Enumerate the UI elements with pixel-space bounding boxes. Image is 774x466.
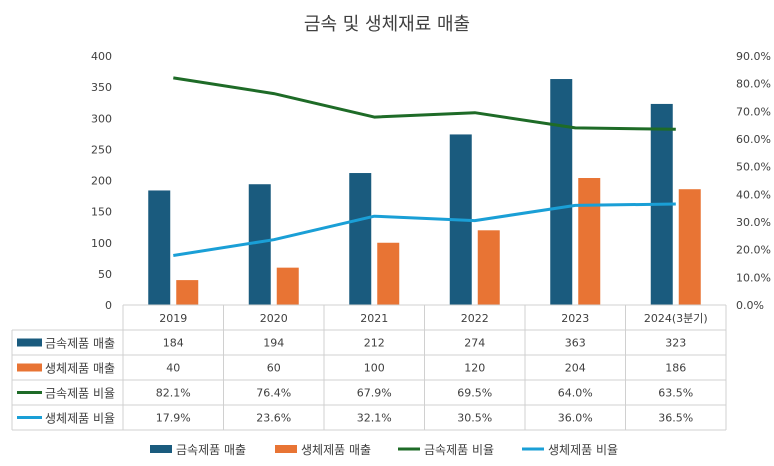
y-right-tick-label: 80.0% bbox=[736, 78, 771, 91]
table-cell: 194 bbox=[263, 337, 284, 350]
table-cell: 60 bbox=[267, 362, 281, 375]
metal-sales-bar bbox=[148, 190, 171, 305]
x-tick-label: 2022 bbox=[461, 312, 489, 325]
bio-sales-bar bbox=[377, 242, 400, 305]
y-right-tick-label: 30.0% bbox=[736, 216, 771, 229]
bio-sales-bar bbox=[477, 230, 500, 305]
y-right-tick-label: 50.0% bbox=[736, 161, 771, 174]
table-cell: 17.9% bbox=[156, 412, 191, 425]
legend-swatch bbox=[275, 445, 297, 453]
y-left-tick-label: 100 bbox=[91, 237, 112, 250]
x-tick-label: 2024(3분기) bbox=[644, 312, 708, 325]
table-cell: 76.4% bbox=[256, 387, 291, 400]
table-cell: 67.9% bbox=[357, 387, 392, 400]
y-right-tick-label: 70.0% bbox=[736, 105, 771, 118]
legend-label: 금속제품 비율 bbox=[424, 443, 494, 457]
legend-label: 금속제품 매출 bbox=[176, 443, 246, 457]
x-tick-label: 2023 bbox=[561, 312, 589, 325]
table-cell: 23.6% bbox=[256, 412, 291, 425]
bio-ratio-line bbox=[173, 202, 676, 257]
y-right-tick-label: 40.0% bbox=[736, 188, 771, 201]
x-tick-label: 2021 bbox=[360, 312, 388, 325]
table-cell: 69.5% bbox=[457, 387, 492, 400]
table-cell: 100 bbox=[364, 362, 385, 375]
y-left-tick-label: 350 bbox=[91, 81, 112, 94]
table-cell: 186 bbox=[665, 362, 686, 375]
y-left-tick-label: 0 bbox=[105, 299, 112, 312]
x-tick-label: 2019 bbox=[159, 312, 187, 325]
y-left-tick-label: 200 bbox=[91, 175, 112, 188]
y-right-tick-label: 60.0% bbox=[736, 133, 771, 146]
table-cell: 212 bbox=[364, 337, 385, 350]
legend-swatch bbox=[150, 445, 172, 453]
table-cell: 63.5% bbox=[658, 387, 693, 400]
table-row-label: 금속제품 비율 bbox=[45, 387, 115, 401]
table-cell: 82.1% bbox=[156, 387, 191, 400]
table-row-label: 생체제품 매출 bbox=[45, 362, 115, 376]
y-right-tick-label: 10.0% bbox=[736, 271, 771, 284]
table-cell: 40 bbox=[166, 362, 180, 375]
table-cell: 274 bbox=[464, 337, 485, 350]
table-legend-key bbox=[17, 338, 42, 347]
y-right-tick-label: 0.0% bbox=[736, 299, 764, 312]
table-cell: 30.5% bbox=[457, 412, 492, 425]
y-left-tick-label: 50 bbox=[98, 268, 112, 281]
table-legend-key bbox=[17, 363, 42, 372]
y-left-tick-label: 250 bbox=[91, 143, 112, 156]
table-row-label: 생체제품 비율 bbox=[45, 412, 115, 426]
legend-label: 생체제품 비율 bbox=[548, 443, 618, 457]
table-cell: 204 bbox=[565, 362, 586, 375]
bio-sales-bar bbox=[176, 280, 199, 305]
table-row-label: 금속제품 매출 bbox=[45, 337, 115, 351]
table-cell: 64.0% bbox=[558, 387, 593, 400]
y-right-tick-label: 90.0% bbox=[736, 50, 771, 63]
bio-sales-bar bbox=[578, 178, 601, 305]
table-cell: 323 bbox=[665, 337, 686, 350]
y-left-tick-label: 400 bbox=[91, 50, 112, 63]
metal-sales-bar bbox=[248, 184, 271, 305]
metal-sales-bar bbox=[349, 173, 372, 305]
x-tick-label: 2020 bbox=[260, 312, 288, 325]
metal-sales-bar bbox=[550, 79, 573, 305]
y-left-tick-label: 300 bbox=[91, 112, 112, 125]
table-cell: 120 bbox=[464, 362, 485, 375]
chart-title: 금속 및 생체재료 매출 bbox=[304, 14, 470, 35]
table-cell: 184 bbox=[163, 337, 184, 350]
table-cell: 36.0% bbox=[558, 412, 593, 425]
y-right-tick-label: 20.0% bbox=[736, 244, 771, 257]
table-cell: 32.1% bbox=[357, 412, 392, 425]
metal-ratio-line bbox=[173, 76, 676, 131]
bio-sales-bar bbox=[678, 189, 701, 305]
y-left-tick-label: 150 bbox=[91, 206, 112, 219]
legend-label: 생체제품 매출 bbox=[301, 443, 371, 457]
table-cell: 363 bbox=[565, 337, 586, 350]
bio-sales-bar bbox=[276, 267, 299, 305]
table-cell: 36.5% bbox=[658, 412, 693, 425]
